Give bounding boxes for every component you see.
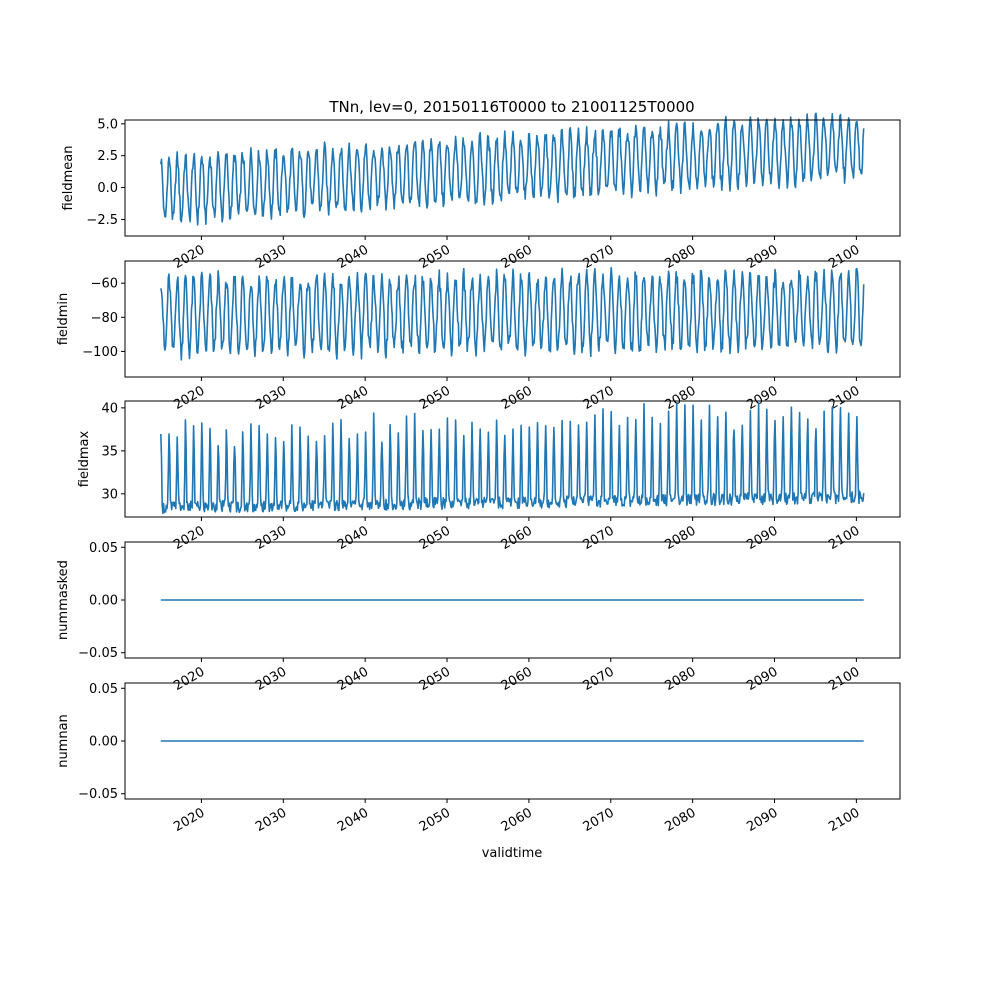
series-line-fieldmin bbox=[160, 266, 865, 361]
y-tick-label-fieldmin: −80 bbox=[91, 311, 118, 326]
y-axis-label-numnan: numnan bbox=[56, 714, 71, 768]
y-tick-label-fieldmean: 5.0 bbox=[97, 117, 118, 132]
x-axis-label: validtime bbox=[482, 846, 543, 861]
y-tick-label-nummasked: −0.05 bbox=[78, 646, 118, 661]
series-line-fieldmax bbox=[160, 401, 865, 515]
figure-title: TNn, lev=0, 20150116T0000 to 21001125T00… bbox=[328, 98, 694, 116]
y-axis-label-nummasked: nummasked bbox=[56, 560, 71, 640]
y-tick-label-fieldmax: 40 bbox=[101, 401, 118, 416]
y-axis-label-fieldmean: fieldmean bbox=[61, 146, 76, 211]
y-tick-label-nummasked: 0.05 bbox=[89, 541, 118, 556]
axes-frame-fieldmin bbox=[124, 260, 901, 378]
y-tick-label-numnan: 0.00 bbox=[89, 735, 118, 750]
y-axis-label-fieldmin: fieldmin bbox=[56, 293, 71, 346]
axes-frame-fieldmean bbox=[124, 119, 901, 237]
y-tick-label-fieldmin: −60 bbox=[91, 277, 118, 292]
y-tick-label-numnan: 0.05 bbox=[89, 682, 118, 697]
y-tick-label-fieldmean: 2.5 bbox=[97, 149, 118, 164]
y-tick-label-fieldmean: 0.0 bbox=[97, 181, 118, 196]
y-tick-label-numnan: −0.05 bbox=[78, 787, 118, 802]
y-tick-label-fieldmax: 30 bbox=[101, 487, 118, 502]
y-tick-label-fieldmean: −2.5 bbox=[86, 213, 118, 228]
y-tick-label-fieldmax: 35 bbox=[101, 444, 118, 459]
y-tick-label-nummasked: 0.00 bbox=[89, 594, 118, 609]
y-axis-label-fieldmax: fieldmax bbox=[77, 431, 92, 488]
series-line-fieldmean bbox=[160, 112, 865, 226]
axes-frame-fieldmax bbox=[124, 400, 901, 518]
y-tick-label-fieldmin: −100 bbox=[82, 345, 118, 360]
